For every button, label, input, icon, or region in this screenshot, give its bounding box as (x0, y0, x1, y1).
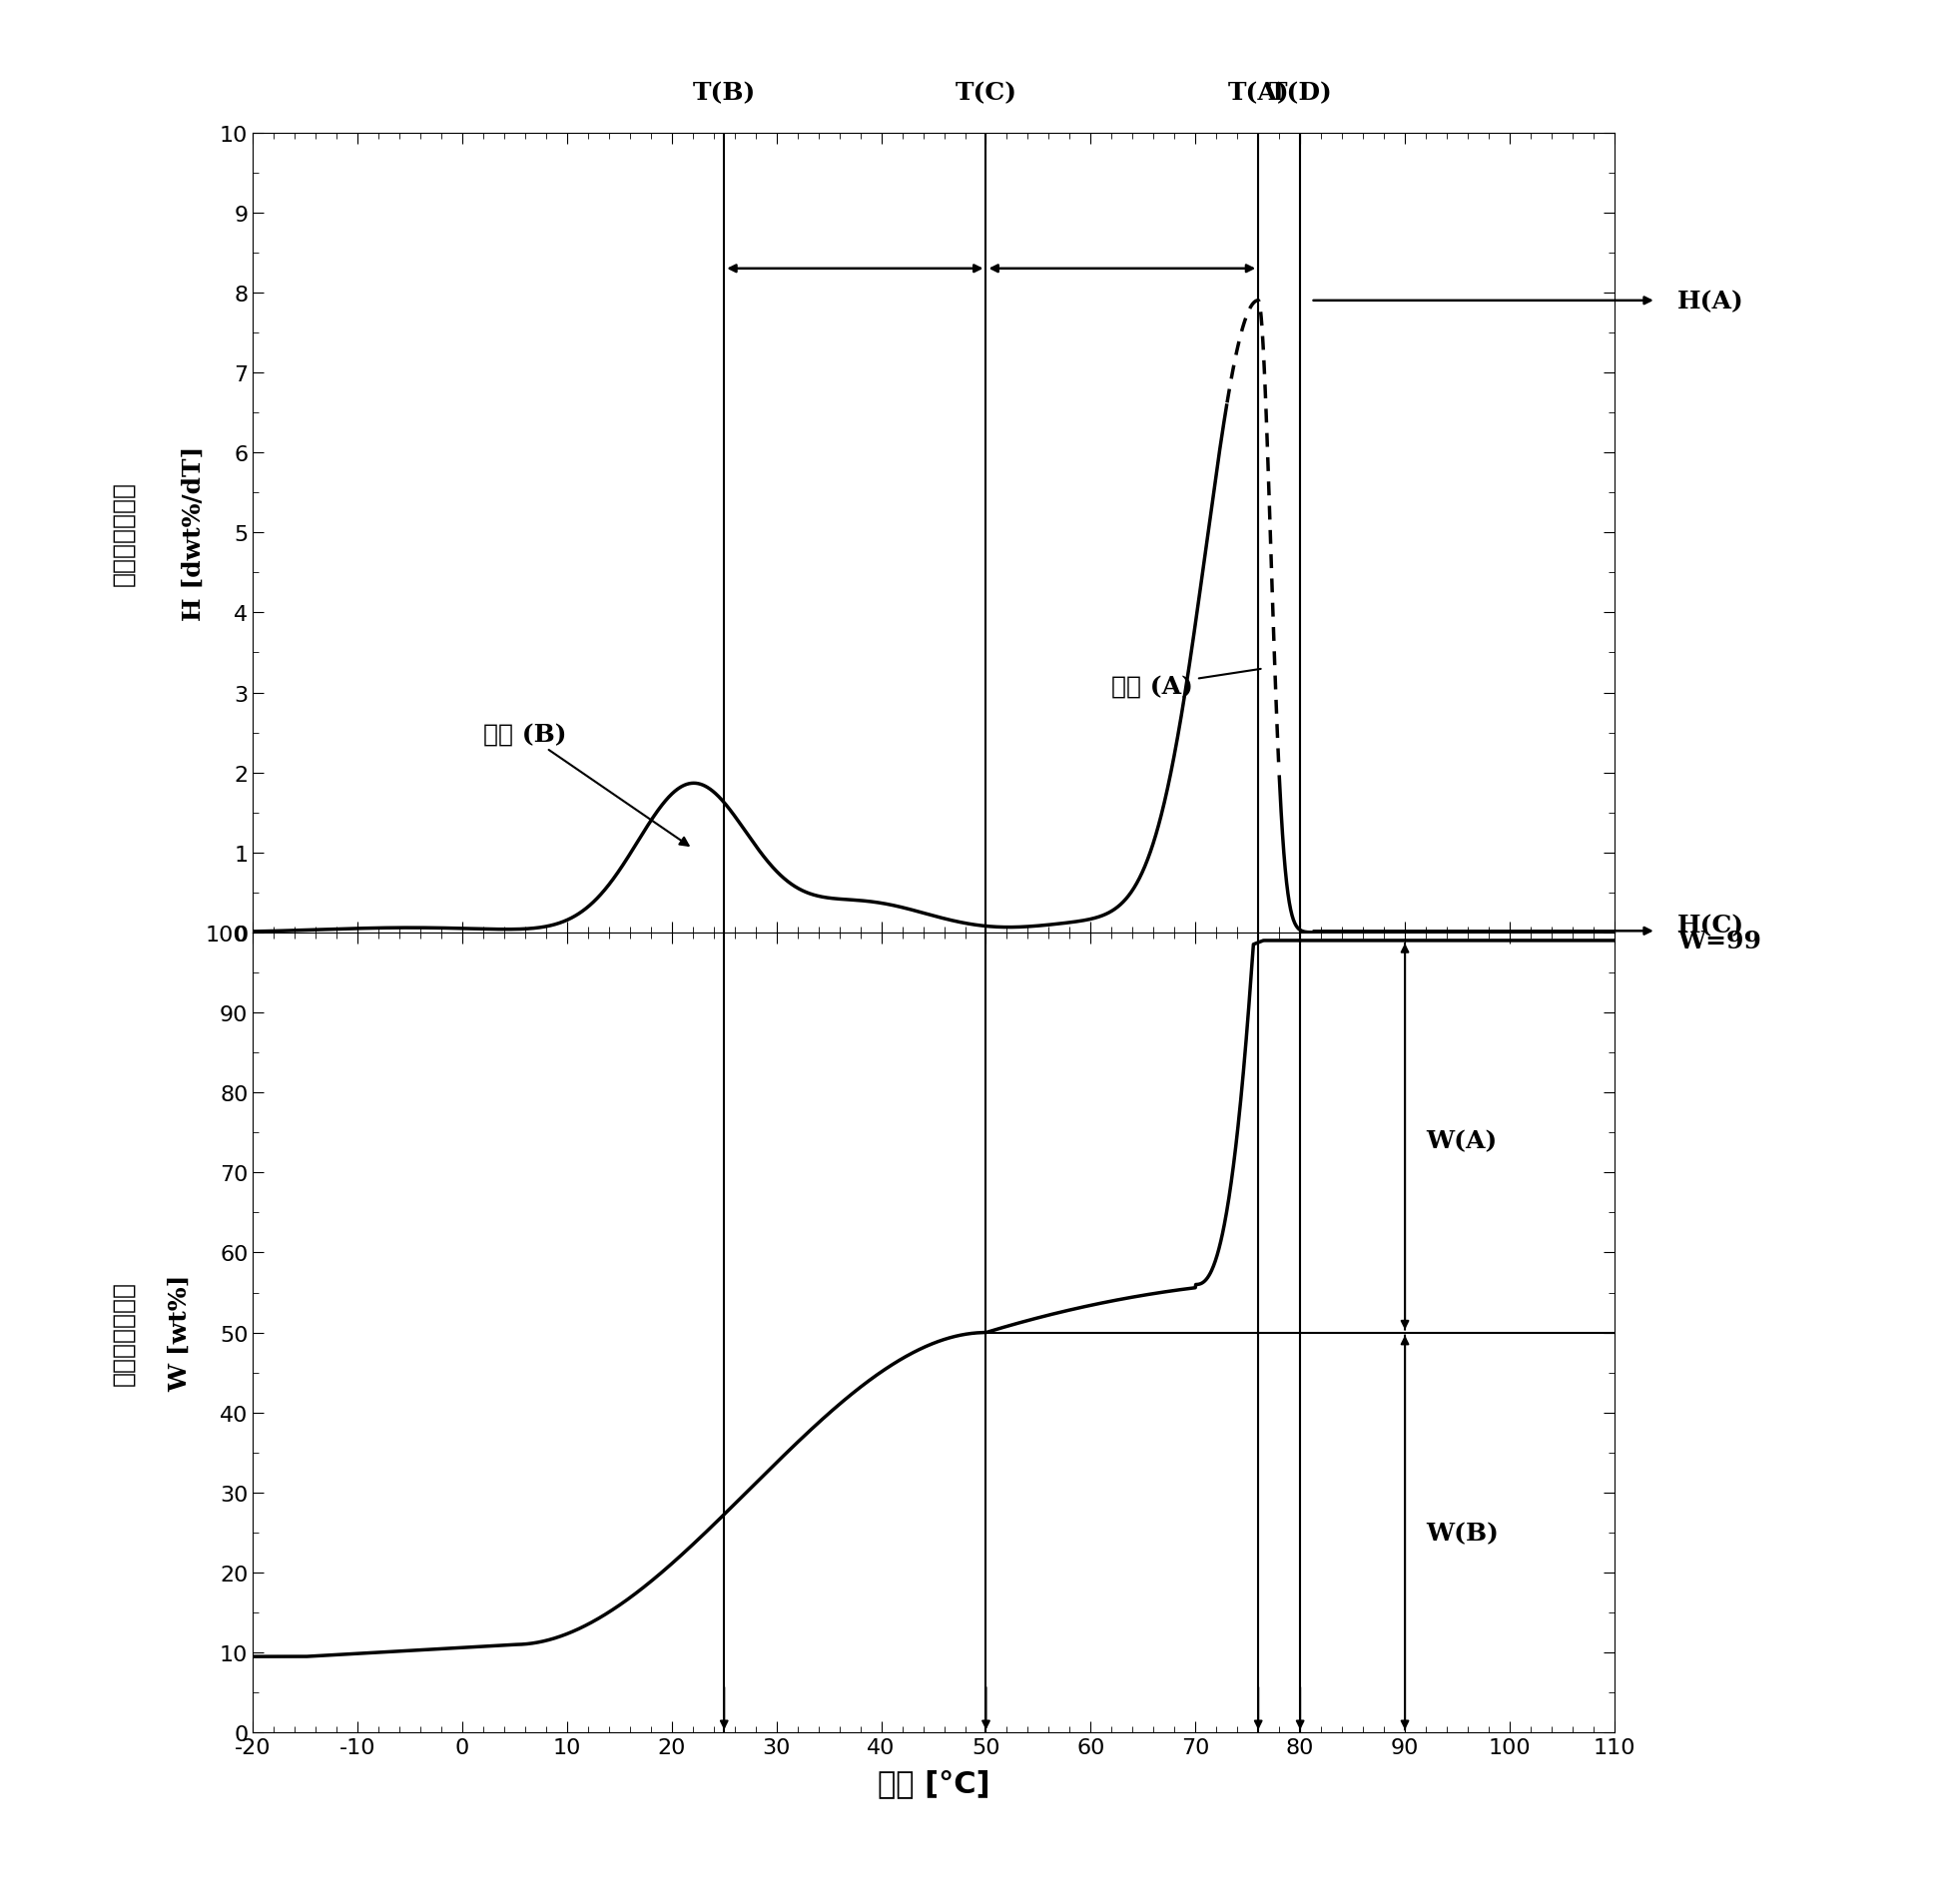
Text: W=99: W=99 (1677, 929, 1760, 952)
Text: T(B): T(B) (692, 82, 757, 105)
Text: H(A): H(A) (1677, 289, 1745, 312)
X-axis label: 温度 [°C]: 温度 [°C] (877, 1769, 990, 1797)
Y-axis label: H [dwt%/dT]: H [dwt%/dT] (181, 446, 206, 621)
Text: 微分分级曲线：: 微分分级曲线： (111, 480, 136, 586)
Text: T(C): T(C) (955, 82, 1017, 105)
Text: W(A): W(A) (1426, 1129, 1498, 1152)
Text: T(A): T(A) (1227, 82, 1290, 105)
Text: 成分 (B): 成分 (B) (482, 722, 689, 845)
Y-axis label: W [wt%]: W [wt%] (167, 1274, 191, 1392)
Text: 积分分级曲线：: 积分分级曲线： (111, 1279, 136, 1386)
Text: H(C): H(C) (1677, 914, 1745, 937)
Text: T(D): T(D) (1268, 82, 1332, 105)
Text: W(B): W(B) (1426, 1521, 1498, 1544)
Text: 成分 (A): 成分 (A) (1113, 670, 1260, 699)
